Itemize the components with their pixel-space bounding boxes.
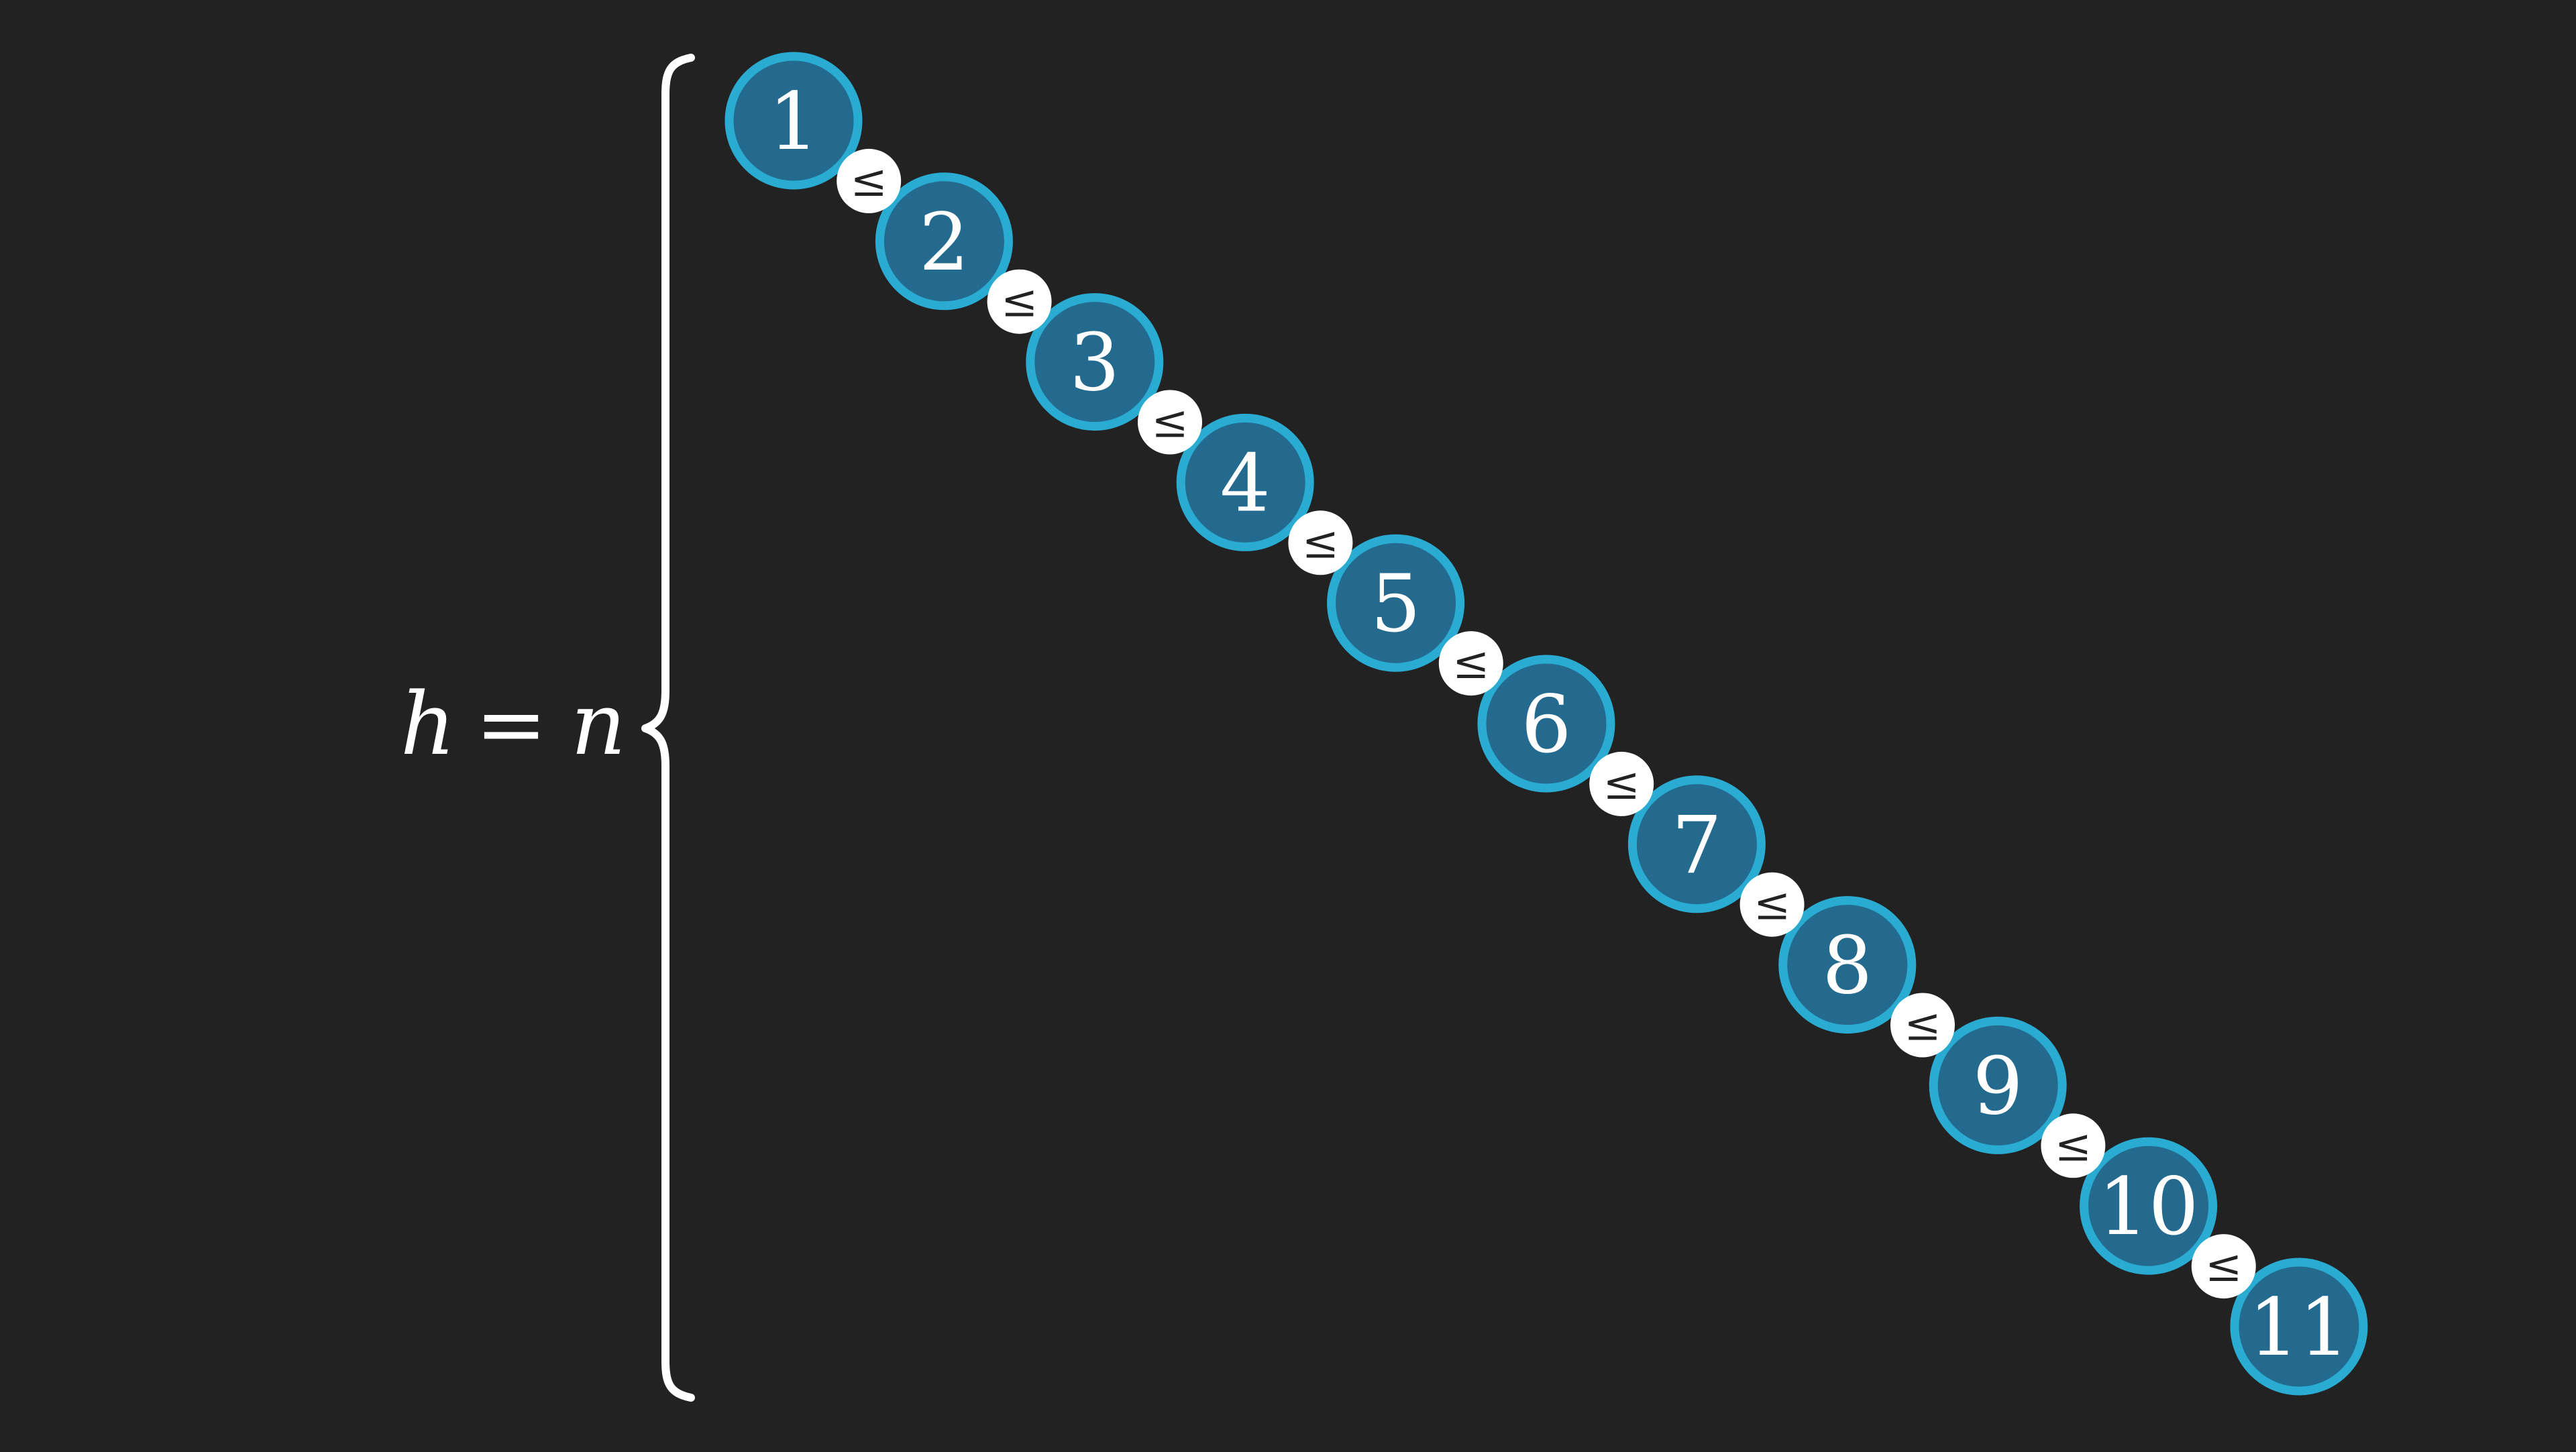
node-label: 7	[1672, 799, 1722, 891]
tree-node-8: 8	[1778, 896, 1917, 1034]
node-circle	[875, 172, 1013, 311]
relation-badge	[1890, 993, 1955, 1058]
node-label: 4	[1220, 437, 1271, 529]
relation-badge	[987, 269, 1052, 334]
node-circle	[724, 52, 863, 190]
height-label-rhs: n	[571, 675, 626, 775]
node-label: 9	[1973, 1040, 2023, 1132]
relation-symbol: ≤	[1151, 396, 1188, 448]
relation-symbol: ≤	[2055, 1119, 2092, 1171]
node-label: 10	[2098, 1160, 2199, 1253]
node-label: 3	[1069, 317, 1120, 409]
height-label-equals: =	[475, 675, 547, 775]
node-circle	[2230, 1258, 2368, 1396]
node-label: 2	[919, 196, 969, 288]
relation-le-1: ≤	[837, 148, 902, 213]
relation-symbol: ≤	[1904, 999, 1941, 1051]
node-label: 11	[2249, 1281, 2349, 1374]
node-label: 1	[768, 75, 818, 168]
relation-badge	[1589, 751, 1654, 816]
relation-badge	[1288, 510, 1353, 575]
tree-node-10: 10	[2080, 1137, 2218, 1275]
relation-le-3: ≤	[1138, 390, 1202, 455]
nodes-layer: 1 2 3 4 5 6 7 8 9 10 11	[724, 52, 2368, 1396]
height-brace	[641, 54, 695, 1402]
node-label: 8	[1822, 919, 1872, 1012]
tree-node-3: 3	[1026, 293, 1164, 431]
relation-badge	[1138, 390, 1202, 455]
node-label: 6	[1521, 678, 1571, 771]
relation-le-2: ≤	[987, 269, 1052, 334]
relation-symbol: ≤	[1001, 276, 1038, 327]
node-circle	[1026, 293, 1164, 431]
relation-symbol: ≤	[1754, 879, 1790, 930]
relation-badge	[837, 148, 902, 213]
relation-le-4: ≤	[1288, 510, 1353, 575]
tree-node-11: 11	[2230, 1258, 2368, 1396]
tree-node-9: 9	[1929, 1016, 2067, 1154]
relation-le-6: ≤	[1589, 751, 1654, 816]
tree-node-4: 4	[1176, 413, 1314, 551]
tree-node-5: 5	[1327, 534, 1465, 672]
tree-node-2: 2	[875, 172, 1013, 311]
node-label: 5	[1371, 557, 1421, 650]
height-label-lhs: h	[400, 675, 455, 775]
tree-node-7: 7	[1627, 775, 1766, 913]
relation-symbol: ≤	[1603, 758, 1640, 809]
relations-layer: ≤ ≤ ≤ ≤ ≤ ≤ ≤ ≤ ≤ ≤	[837, 148, 2256, 1299]
relation-symbol: ≤	[1452, 637, 1489, 689]
node-circle	[1176, 413, 1314, 551]
relation-badge	[2041, 1113, 2106, 1178]
relation-symbol: ≤	[1302, 516, 1339, 568]
node-circle	[1778, 896, 1917, 1034]
relation-le-7: ≤	[1739, 872, 1805, 937]
relation-symbol: ≤	[851, 155, 888, 207]
relation-symbol: ≤	[2205, 1240, 2242, 1292]
node-circle	[1477, 655, 1615, 793]
height-label: h = n	[400, 675, 626, 775]
node-circle	[2080, 1137, 2218, 1275]
relation-le-10: ≤	[2191, 1234, 2256, 1299]
node-circle	[1627, 775, 1766, 913]
node-circle	[1929, 1016, 2067, 1154]
relation-badge	[1438, 631, 1503, 696]
relation-badge	[1739, 872, 1805, 937]
relation-badge	[2191, 1234, 2256, 1299]
node-circle	[1327, 534, 1465, 672]
relation-le-8: ≤	[1890, 993, 1955, 1058]
relation-le-5: ≤	[1438, 631, 1503, 696]
tree-node-6: 6	[1477, 655, 1615, 793]
relation-le-9: ≤	[2041, 1113, 2106, 1178]
tree-node-1: 1	[724, 52, 863, 190]
